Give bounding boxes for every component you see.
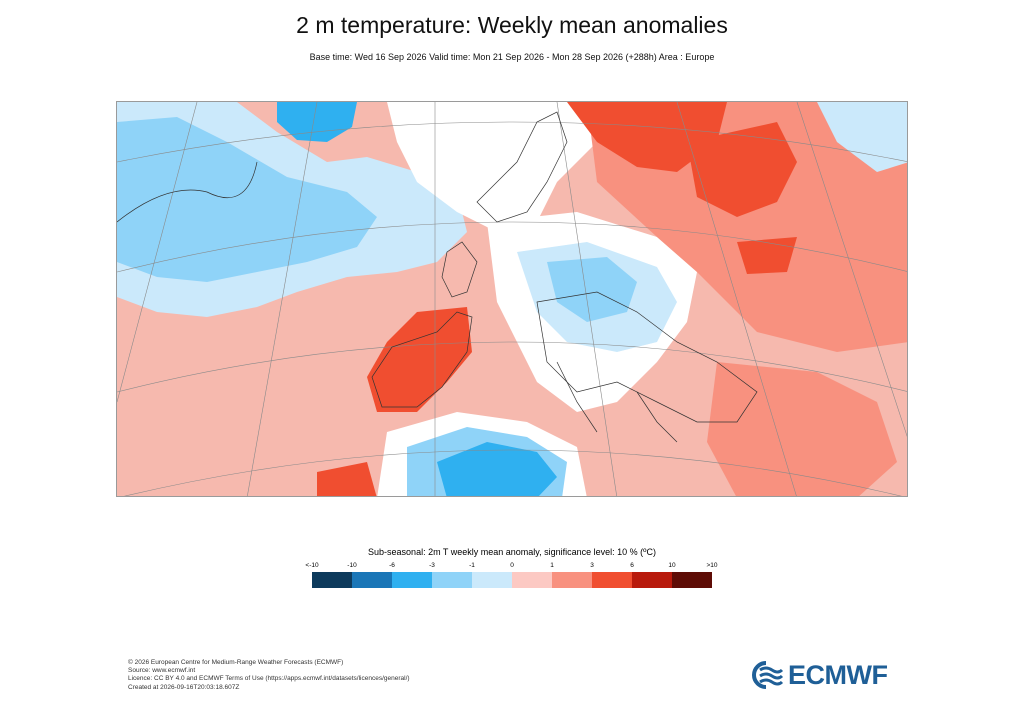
legend-tick-label: <-10 xyxy=(305,562,319,569)
footer-line: © 2026 European Centre for Medium-Range … xyxy=(128,659,344,666)
legend-tick-label: 1 xyxy=(550,562,554,569)
legend-color-swatch xyxy=(632,572,672,588)
footer-line: Source: www.ecmwf.int xyxy=(128,667,196,675)
legend-color-swatch xyxy=(592,572,632,588)
central-europe-cold-core xyxy=(547,257,637,322)
europe-anomaly-map xyxy=(116,101,908,497)
legend-title: Sub-seasonal: 2m T weekly mean anomaly, … xyxy=(368,547,656,557)
ecmwf-logo-icon xyxy=(752,661,784,689)
russia-warm-core-west xyxy=(567,102,727,172)
ecmwf-logo-text: ECMWF xyxy=(788,659,888,690)
legend-tick-label: -10 xyxy=(347,562,357,569)
iberia-warm xyxy=(367,307,472,412)
north-atlantic-cold-spot xyxy=(277,102,357,142)
northeast-cold-corner xyxy=(817,102,907,172)
legend-tick-label: 6 xyxy=(630,562,634,569)
footer-credits: © 2026 European Centre for Medium-Range … xyxy=(128,659,410,692)
footer-line: Licence: CC BY 4.0 and ECMWF Terms of Us… xyxy=(128,675,410,683)
legend-color-swatch xyxy=(352,572,392,588)
legend-color-swatch xyxy=(312,572,352,588)
legend-color-swatch xyxy=(552,572,592,588)
legend-tick-label: 10 xyxy=(668,562,676,569)
scandinavia-neutral xyxy=(387,102,597,232)
coastlines xyxy=(117,111,758,443)
chart-title: 2 m temperature: Weekly mean anomalies xyxy=(296,12,728,38)
russia-warm-core-east xyxy=(687,122,797,217)
legend-tick-label: -6 xyxy=(389,562,395,569)
graticule xyxy=(117,102,907,496)
legend-tick-label: 3 xyxy=(590,562,594,569)
russia-warm-spot xyxy=(737,237,797,274)
legend-color-swatch xyxy=(672,572,712,588)
africa-warm-spot xyxy=(317,462,377,496)
chart-subtitle: Base time: Wed 16 Sep 2026 Valid time: M… xyxy=(309,52,715,62)
legend-tick-label: -3 xyxy=(429,562,435,569)
footer-line: Created at 2026-09-16T20:03:18.607Z xyxy=(128,683,240,691)
legend-color-swatch xyxy=(392,572,432,588)
legend-tick-label: 0 xyxy=(510,562,514,569)
legend-tick-label: >10 xyxy=(706,562,718,569)
legend-colorbar xyxy=(312,572,712,588)
legend-tick-label: -1 xyxy=(469,562,475,569)
legend-color-swatch xyxy=(512,572,552,588)
mediterranean-cold-core xyxy=(437,442,557,496)
legend-labels: <-10 -10 -6 -3 -1 0 1 3 6 10 >10 xyxy=(305,562,717,572)
legend-color-swatch xyxy=(472,572,512,588)
legend-color-swatch xyxy=(432,572,472,588)
ecmwf-logo: ECMWF xyxy=(748,659,888,690)
